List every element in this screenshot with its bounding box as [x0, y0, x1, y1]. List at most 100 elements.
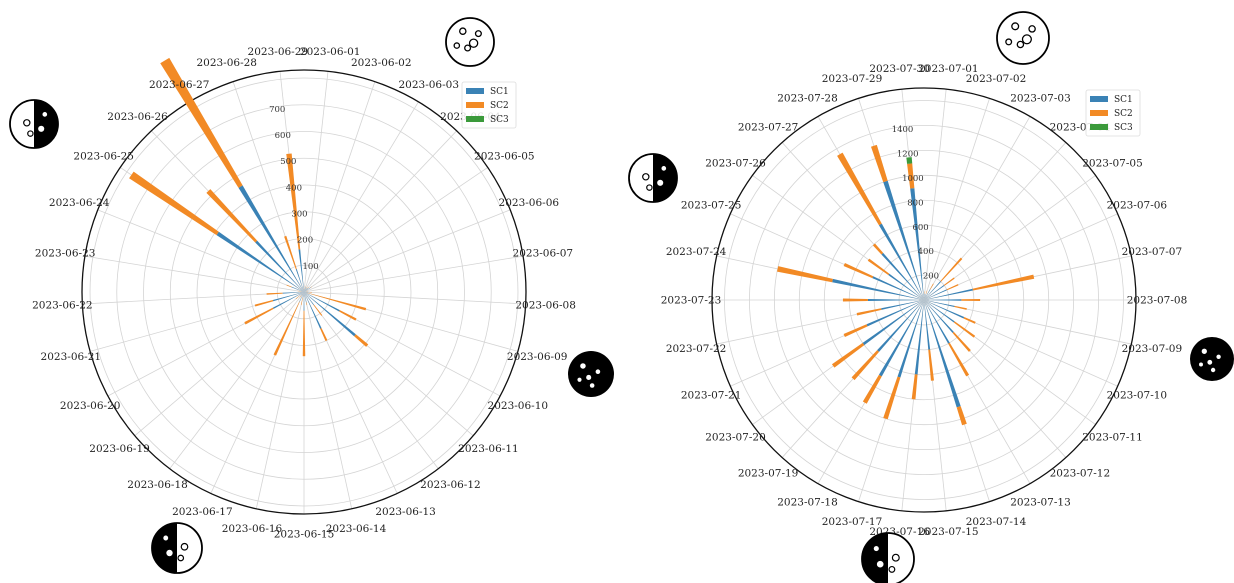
bar-sc3-2023-07-30 — [906, 157, 913, 164]
grid-spoke — [303, 81, 376, 293]
bar-sc1-2023-06-26 — [255, 240, 304, 292]
legend-label: SC2 — [1114, 109, 1133, 119]
legend-swatch — [466, 116, 484, 122]
legend: SC1 SC2 SC3 — [1085, 89, 1141, 137]
grid-spoke — [303, 209, 511, 293]
bar-sc1-2023-07-20 — [862, 300, 924, 346]
grid-spoke — [923, 116, 1031, 301]
bar-sc2-2023-07-05 — [943, 277, 955, 286]
last-quarter-icon — [151, 522, 203, 574]
angular-tick-label: 2023-06-01 — [300, 46, 361, 58]
grid-spoke — [303, 71, 329, 293]
bar-sc2-2023-06-06 — [306, 290, 308, 292]
radial-tick-label: 800 — [907, 198, 923, 208]
polar-chart-june: 2023-06-012023-06-022023-06-032023-06-04… — [9, 17, 614, 574]
full-moon-icon — [996, 11, 1050, 65]
bar-sc2-2023-06-18 — [299, 295, 302, 298]
radial-tick-label: 400 — [286, 183, 302, 193]
grid-spoke — [303, 167, 488, 293]
radial-tick-labels: 100 200 300 400 500 600 700 — [269, 105, 319, 272]
angular-tick-labels: 2023-07-012023-07-022023-07-032023-07-04… — [661, 63, 1188, 538]
grid-spoke — [303, 291, 353, 509]
bar-sc1-2023-07-19 — [877, 300, 924, 352]
bar-sc2-2023-06-17 — [273, 301, 300, 356]
angular-tick-label: 2023-06-26 — [107, 111, 168, 123]
bar-sc2-2023-06-15 — [302, 310, 306, 357]
bar-sc2-2023-06-05 — [310, 286, 312, 288]
bar-sc1-2023-07-21 — [866, 300, 924, 327]
radial-tick-label: 100 — [302, 262, 318, 272]
bar-sc2-2023-07-14 — [956, 406, 967, 426]
angular-tick-label: 2023-07-09 — [1122, 343, 1183, 355]
angular-tick-label: 2023-06-28 — [196, 57, 257, 69]
angular-tick-label: 2023-07-23 — [661, 295, 722, 307]
angular-tick-label: 2023-06-05 — [474, 151, 535, 163]
radial-tick-labels: 200 400 600 800 1000 1200 1400 — [892, 125, 939, 281]
angular-tick-label: 2023-07-10 — [1107, 389, 1168, 401]
grid-spoke — [255, 291, 305, 509]
angular-tick-label: 2023-06-12 — [420, 479, 481, 491]
angular-tick-label: 2023-06-17 — [172, 506, 233, 518]
bar-sc2-2023-07-28 — [837, 152, 882, 226]
radial-tick-label: 300 — [291, 210, 307, 220]
grid-spoke — [169, 291, 305, 469]
bar-sc1-2023-06-14 — [304, 292, 307, 303]
bar-sc2-2023-06-21 — [254, 299, 274, 307]
bar-sc1-2023-06-15 — [303, 292, 305, 311]
angular-tick-label: 2023-07-27 — [738, 121, 799, 133]
bar-sc2-2023-07-11 — [953, 321, 976, 338]
angular-tick-label: 2023-07-22 — [666, 343, 727, 355]
bar-sc2-2023-06-12 — [313, 304, 323, 316]
grid-spoke — [303, 130, 457, 293]
bar-sc1-2023-06-05 — [304, 287, 311, 292]
angular-tick-labels: 2023-06-012023-06-022023-06-032023-06-04… — [32, 46, 576, 541]
legend-label: SC1 — [490, 87, 509, 97]
bar-sc2-2023-06-25 — [129, 171, 219, 236]
legend-swatch — [466, 102, 484, 108]
bar-sc1-2023-07-26 — [888, 273, 924, 300]
bar-sc1-2023-07-25 — [872, 276, 924, 300]
legend-label: SC1 — [1114, 95, 1133, 105]
angular-tick-label: 2023-06-06 — [499, 197, 560, 209]
bar-sc2-2023-07-25 — [843, 262, 874, 279]
bar-sc1-2023-06-03 — [304, 288, 307, 292]
bar-sc1-2023-06-25 — [216, 231, 304, 292]
bar-sc2-2023-06-20 — [244, 307, 274, 325]
angular-tick-label: 2023-07-15 — [918, 526, 979, 538]
bar-sc1-2023-06-10 — [304, 292, 340, 312]
bar-sc1-2023-06-09 — [304, 292, 307, 293]
bar-sc1-2023-07-27 — [881, 252, 924, 300]
bar-sc1-2023-07-10 — [924, 300, 965, 319]
bar-sc2-2023-07-30 — [907, 163, 915, 189]
grid-spoke — [84, 255, 305, 293]
bar-sc1-2023-06-02 — [304, 286, 306, 292]
bar-sc2-2023-07-01 — [924, 291, 926, 294]
bar-sc2-2023-07-13 — [948, 342, 970, 377]
bar-sc1-2023-06-11 — [304, 292, 356, 337]
angular-tick-label: 2023-07-06 — [1107, 200, 1168, 212]
angular-tick-label: 2023-06-25 — [73, 151, 134, 163]
legend: SC1 SC2 SC3 — [461, 81, 517, 129]
legend-swatch — [1090, 96, 1108, 102]
bar-sc2-2023-07-17 — [883, 376, 901, 420]
bar-sc1-2023-07-14 — [924, 300, 961, 408]
bar-sc1-2023-07-17 — [897, 300, 924, 378]
bar-sc1-2023-07-24 — [832, 278, 924, 300]
bar-sc2-2023-07-26 — [867, 258, 890, 276]
angular-tick-label: 2023-06-20 — [60, 400, 121, 412]
angular-tick-label: 2023-06-15 — [274, 529, 335, 541]
bars — [777, 144, 1035, 426]
bar-sc2-2023-07-18 — [862, 374, 882, 404]
bar-sc1-2023-07-07 — [924, 288, 973, 300]
bar-sc2-2023-07-10 — [963, 316, 976, 324]
bar-sc1-2023-06-24 — [291, 286, 304, 292]
grid-spoke — [923, 89, 947, 301]
bar-sc2-2023-07-24 — [777, 266, 833, 283]
polar-chart-july: 2023-07-012023-07-022023-07-032023-07-04… — [628, 11, 1234, 583]
angular-tick-label: 2023-06-14 — [326, 523, 387, 535]
bar-sc1-2023-06-28 — [295, 269, 304, 292]
radial-tick-label: 600 — [912, 223, 928, 233]
bar-sc2-2023-07-22 — [856, 308, 882, 316]
grid-spoke — [303, 101, 419, 293]
